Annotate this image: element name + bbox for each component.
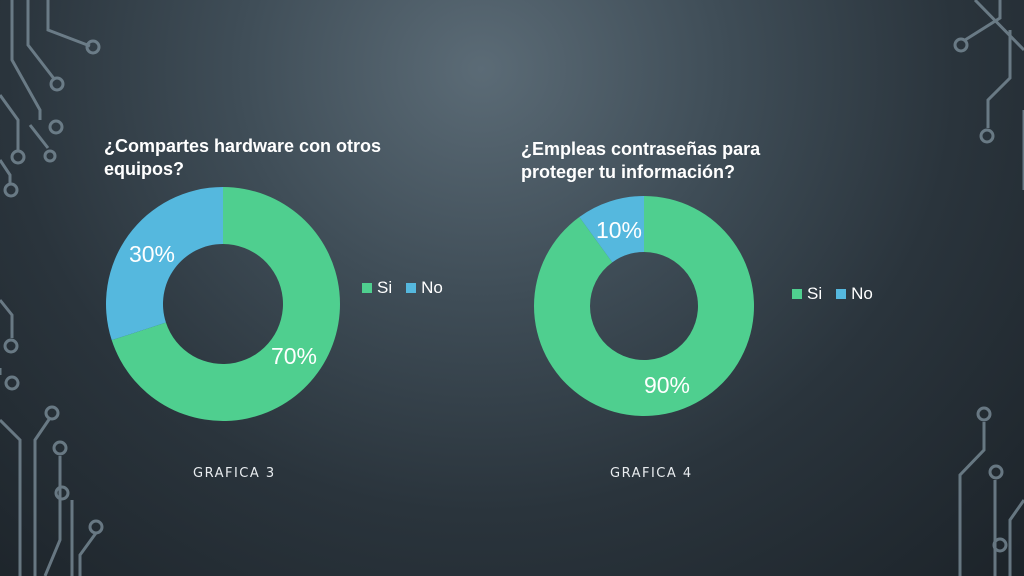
- donut-slice-si: [533, 196, 754, 416]
- legend-swatch-si: [792, 289, 802, 299]
- legend-swatch-si: [362, 283, 372, 293]
- donut-slice-si: [111, 187, 341, 421]
- legend-label-si: Si: [377, 278, 393, 297]
- chart-title: ¿Compartes hardware con otros equipos?: [104, 136, 382, 179]
- legend-item-si: Si: [792, 284, 822, 304]
- chart-title: ¿Empleas contraseñas para proteger tu in…: [521, 139, 761, 182]
- data-label-si: 70%: [271, 343, 317, 369]
- legend-swatch-no: [406, 283, 417, 293]
- legend: Si No: [362, 278, 443, 298]
- chart-caption: GRAFICA 3: [193, 466, 276, 481]
- donut-slice-no: [105, 187, 223, 341]
- data-label-no: 30%: [129, 241, 175, 267]
- legend-label-si: Si: [807, 284, 823, 303]
- data-label-no: 10%: [596, 217, 642, 243]
- legend-label-no: No: [421, 278, 443, 297]
- legend-swatch-no: [836, 289, 847, 299]
- legend: Si No: [792, 284, 873, 304]
- legend-item-no: No: [836, 284, 873, 304]
- legend-item-si: Si: [362, 278, 392, 298]
- data-label-si: 90%: [644, 372, 690, 398]
- legend-item-no: No: [406, 278, 443, 298]
- chart-caption: GRAFICA 4: [610, 466, 693, 481]
- legend-label-no: No: [851, 284, 873, 303]
- donut-slice-no: [579, 196, 644, 263]
